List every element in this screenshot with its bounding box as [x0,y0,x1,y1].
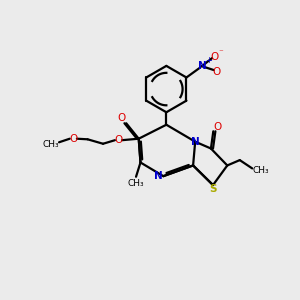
Text: CH₃: CH₃ [128,179,144,188]
Text: N: N [197,61,206,71]
Text: O: O [214,122,222,132]
Text: N: N [154,171,162,181]
Text: ⁻: ⁻ [218,49,223,58]
Text: +: + [205,56,212,65]
Text: CH₃: CH₃ [42,140,59,148]
Text: O: O [69,134,77,144]
Text: N: N [191,137,200,147]
Text: O: O [118,113,126,123]
Text: S: S [209,184,217,194]
Text: CH₃: CH₃ [252,166,269,175]
Text: O: O [212,67,220,76]
Text: O: O [114,135,123,145]
Text: O: O [210,52,218,62]
